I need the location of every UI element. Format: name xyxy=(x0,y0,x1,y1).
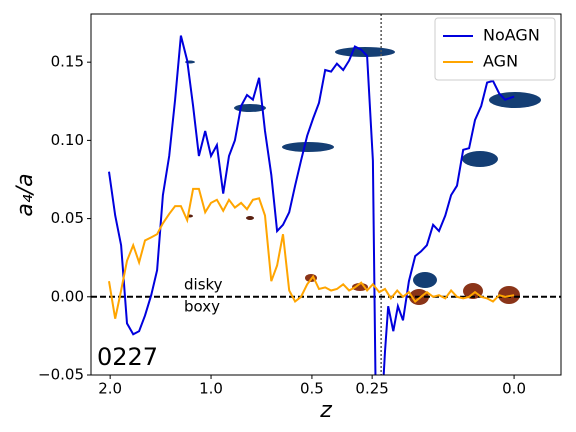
y-axis-label: a₄/a xyxy=(13,173,38,216)
y-tick-label: 0.05 xyxy=(51,209,84,227)
x-tick-label: 0.5 xyxy=(300,380,324,398)
series-line xyxy=(108,187,515,319)
x-tick-label: 0.25 xyxy=(355,380,388,398)
plot-area xyxy=(91,14,561,375)
legend-label: AGN xyxy=(483,52,518,71)
y-tick-label: 0.10 xyxy=(51,131,84,149)
y-tick-label: 0.15 xyxy=(51,53,84,71)
x-tick-label: 1.0 xyxy=(199,380,223,398)
annotation: boxy xyxy=(184,298,220,316)
x-tick-label: 0.0 xyxy=(502,380,526,398)
annotation: 0227 xyxy=(97,343,158,371)
x-axis-label: z xyxy=(319,398,332,423)
legend-label: NoAGN xyxy=(483,26,540,45)
series-line xyxy=(108,35,515,375)
x-tick-label: 2.0 xyxy=(98,380,122,398)
y-tick-label: −0.05 xyxy=(38,366,84,384)
axes-frame xyxy=(90,13,562,376)
y-tick-label: 0.00 xyxy=(51,287,84,305)
legend-box xyxy=(434,17,556,81)
annotation: disky xyxy=(184,276,223,294)
